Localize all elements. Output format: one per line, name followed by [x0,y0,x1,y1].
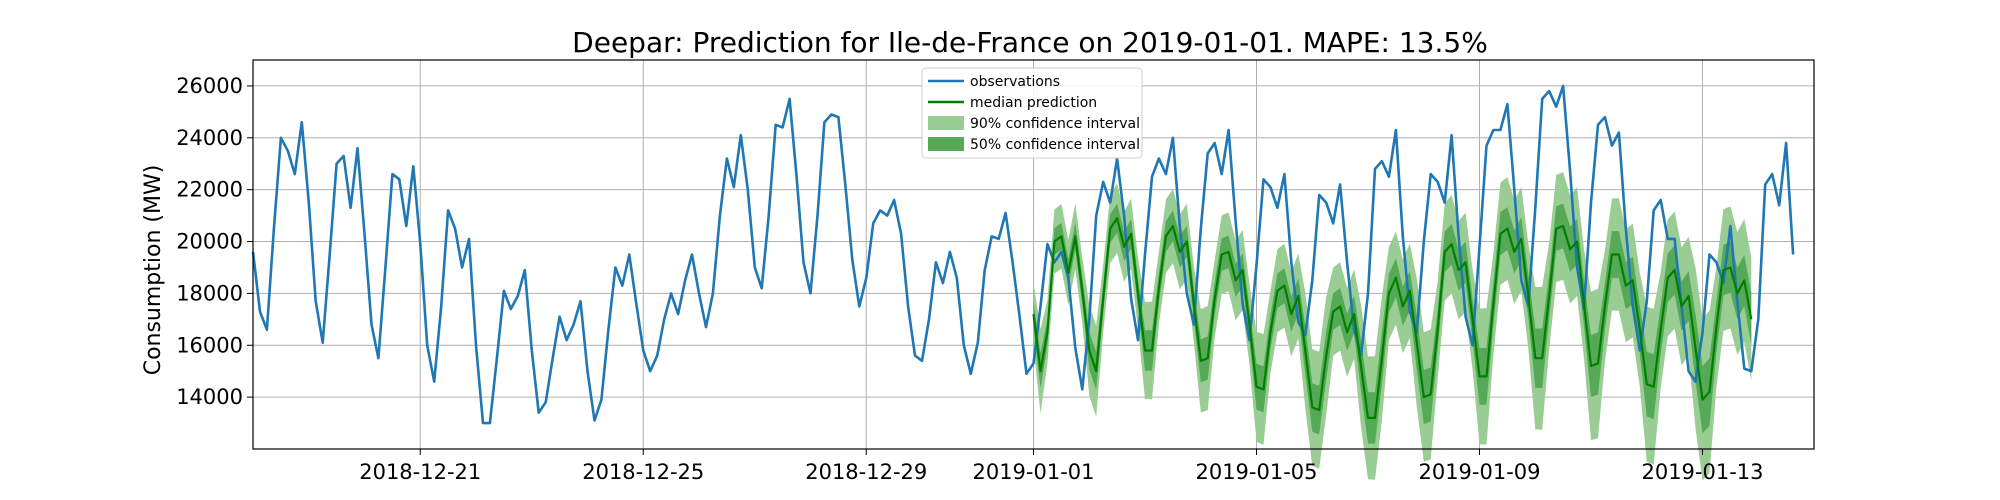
observations-line [251,84,1795,425]
legend: observations median prediction 90% confide… [921,67,1143,159]
y-tick-label: 18000 [176,281,243,305]
x-tick-label: 2019-01-01 [972,460,1094,484]
y-tick-label: 16000 [176,333,243,357]
plot-frame [252,59,1815,450]
legend-box [921,67,1143,159]
legend-swatch [928,137,964,151]
axis-ticks: 14000 16000 18000 20000 22000 24000 26000 2018-… [176,74,1763,484]
confidence-bands [1033,172,1752,481]
legend-label: median prediction [970,95,1097,111]
y-axis-label: Consumption (MW) [141,165,166,376]
ci50-band [1033,203,1752,444]
y-tick-label: 26000 [176,74,243,98]
y-tick-label: 24000 [176,126,243,150]
legend-label: 90% confidence interval [970,116,1140,132]
x-tick-label: 2019-01-05 [1195,460,1317,484]
x-tick-label: 2019-01-09 [1418,460,1540,484]
median-prediction-line [1032,217,1753,419]
chart-title: Deepar: Prediction for Ile-de-France on … [572,26,1488,59]
series-lines [251,84,1795,425]
y-tick-label: 14000 [176,385,243,409]
x-tick-label: 2018-12-25 [582,460,704,484]
legend-label: observations [970,74,1060,90]
legend-swatch [928,116,964,130]
y-tick-label: 20000 [176,230,243,254]
x-tick-label: 2019-01-13 [1641,460,1763,484]
legend-label: 50% confidence interval [970,137,1140,153]
y-tick-label: 22000 [176,178,243,202]
x-tick-label: 2018-12-29 [805,460,927,484]
x-tick-label: 2018-12-21 [359,460,481,484]
